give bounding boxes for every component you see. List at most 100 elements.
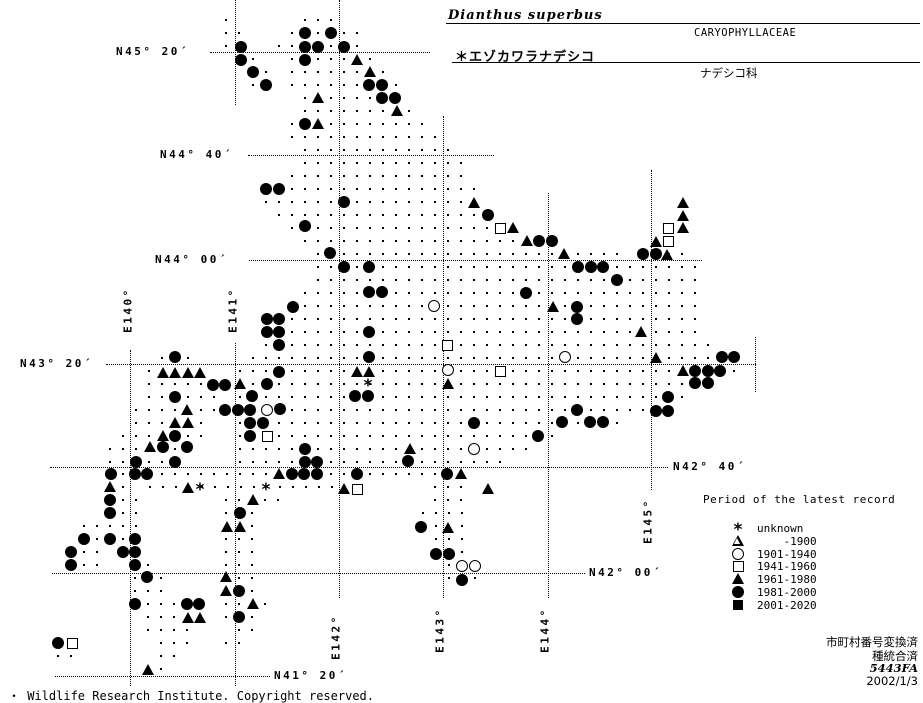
survey-mesh-dot [486,344,488,346]
survey-mesh-dot [460,396,462,398]
record-filled-triangle [363,66,376,77]
survey-mesh-dot [460,318,462,320]
survey-mesh-dot [382,344,384,346]
survey-mesh-dot [460,435,462,437]
survey-mesh-dot [317,422,319,424]
record-filled-circle [349,390,361,402]
longitude-gridline [443,116,444,598]
survey-mesh-dot [291,214,293,216]
survey-mesh-dot [421,188,423,190]
record-filled-circle [261,378,273,390]
survey-mesh-dot [395,435,397,437]
survey-mesh-dot [148,370,150,372]
survey-mesh-dot [408,110,410,112]
survey-mesh-dot [238,538,240,540]
survey-mesh-dot [668,344,670,346]
survey-mesh-dot [173,629,175,631]
survey-mesh-dot [174,409,176,411]
survey-mesh-dot [629,331,631,333]
record-filled-circle [637,248,649,260]
record-filled-triangle [168,417,181,428]
survey-mesh-dot [161,383,163,385]
survey-mesh-dot [305,486,307,488]
survey-mesh-dot [395,136,397,138]
survey-mesh-dot [356,136,358,138]
survey-mesh-dot [499,240,501,242]
survey-mesh-dot [291,370,293,372]
survey-mesh-dot [186,642,188,644]
survey-mesh-dot [187,357,189,359]
survey-mesh-dot [434,331,436,333]
survey-mesh-dot [239,435,241,437]
survey-mesh-dot [369,435,371,437]
record-filled-circle [689,365,701,377]
survey-mesh-dot [538,266,540,268]
survey-mesh-dot [265,461,267,463]
survey-mesh-dot [395,279,397,281]
survey-mesh-dot [317,19,319,21]
survey-mesh-dot [148,461,150,463]
survey-mesh-dot [434,201,436,203]
survey-mesh-dot [486,266,488,268]
survey-mesh-dot [187,396,189,398]
survey-mesh-dot [278,448,280,450]
record-filled-circle [456,574,468,586]
survey-mesh-dot [408,318,410,320]
survey-mesh-dot [421,149,423,151]
survey-mesh-dot [317,266,319,268]
legend-label: 1961-1980 [757,573,817,587]
survey-mesh-dot [551,435,553,437]
survey-mesh-dot [148,422,150,424]
survey-mesh-dot [356,110,358,112]
survey-mesh-dot [96,538,98,540]
survey-mesh-dot [369,383,371,385]
survey-mesh-dot [616,266,618,268]
survey-mesh-dot [291,331,293,333]
survey-mesh-dot [147,564,149,566]
survey-mesh-dot [225,642,227,644]
survey-mesh-dot [356,292,358,294]
survey-mesh-dot [330,240,332,242]
survey-mesh-dot [238,564,240,566]
survey-mesh-dot [369,214,371,216]
survey-mesh-dot [238,642,240,644]
survey-mesh-dot [317,448,319,450]
survey-mesh-dot [525,448,527,450]
survey-mesh-dot [421,279,423,281]
survey-mesh-dot [149,486,151,488]
record-filled-circle [257,417,269,429]
survey-mesh-dot [291,435,293,437]
survey-mesh-dot [330,422,332,424]
survey-mesh-dot [356,162,358,164]
legend-label: -1900 [757,534,817,548]
survey-mesh-dot [304,19,306,21]
survey-mesh-dot [369,253,371,255]
record-filled-circle [169,351,181,363]
survey-mesh-dot [330,84,332,86]
survey-mesh-dot [681,279,683,281]
record-filled-circle [104,494,116,506]
survey-mesh-dot [473,461,475,463]
survey-mesh-dot [421,292,423,294]
survey-mesh-dot [304,396,306,398]
survey-mesh-dot [408,266,410,268]
survey-mesh-dot [251,590,253,592]
record-filled-circle [338,41,350,53]
survey-mesh-dot [395,201,397,203]
survey-mesh-dot [694,305,696,307]
record-filled-triangle [219,585,232,596]
survey-mesh-dot [434,136,436,138]
survey-mesh-dot [642,318,644,320]
survey-mesh-dot [135,512,137,514]
survey-mesh-dot [525,305,527,307]
latitude-label: N44° 00´ [155,253,228,266]
survey-mesh-dot [434,435,436,437]
survey-mesh-dot [225,45,227,47]
survey-mesh-dot [499,318,501,320]
japanese-name-underline [452,62,920,63]
survey-mesh-dot [174,448,176,450]
survey-mesh-dot [330,45,332,47]
survey-mesh-dot [356,253,358,255]
survey-mesh-dot [304,240,306,242]
survey-mesh-dot [161,409,163,411]
